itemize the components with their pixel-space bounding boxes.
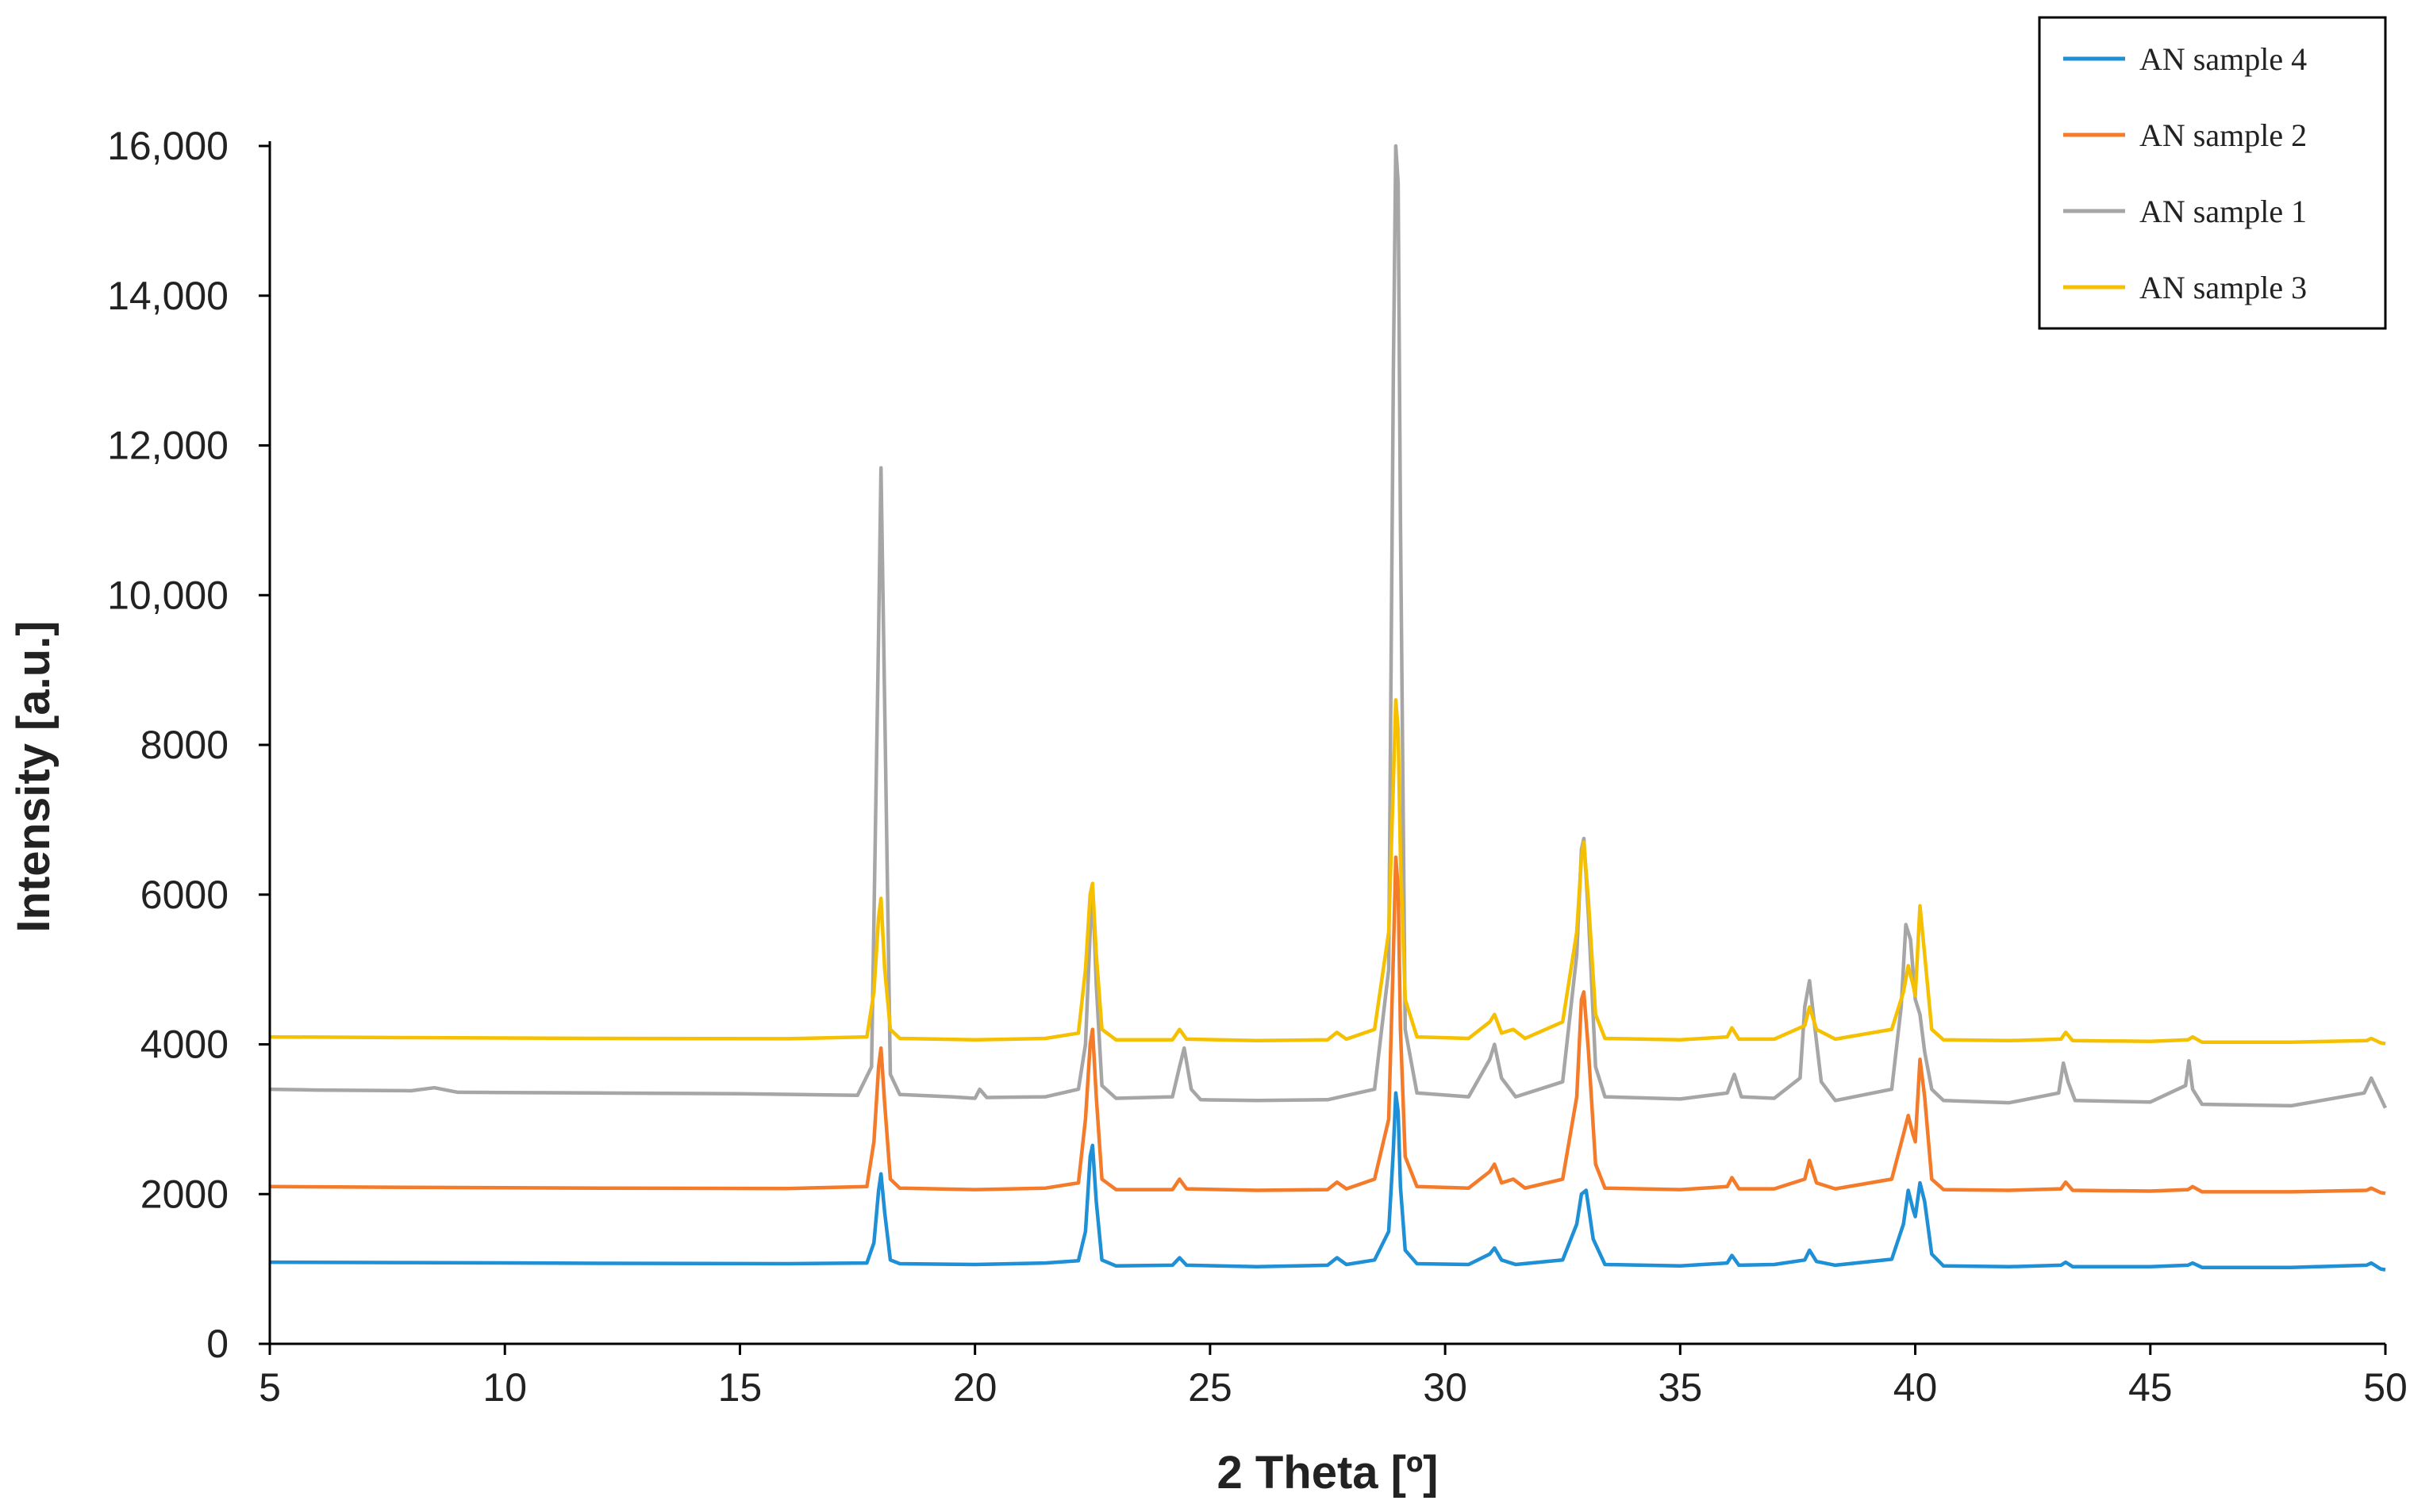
plot-series xyxy=(269,144,2388,1272)
x-tick-label: 10 xyxy=(482,1365,527,1410)
legend-label: AN sample 4 xyxy=(2139,41,2307,77)
legend-label: AN sample 1 xyxy=(2139,194,2307,229)
series-line-an-sample-2 xyxy=(269,855,2386,1195)
y-tick-label: 4000 xyxy=(140,1023,229,1067)
y-tick-label: 8000 xyxy=(140,723,229,767)
legend-label: AN sample 2 xyxy=(2139,117,2307,153)
series-line-an-sample-4 xyxy=(269,1091,2386,1272)
y-tick-label: 12,000 xyxy=(107,424,229,468)
y-tick-label: 16,000 xyxy=(107,124,229,168)
series-line-an-sample-3 xyxy=(269,698,2386,1046)
x-tick-label: 40 xyxy=(1893,1365,1938,1410)
x-tick-label: 35 xyxy=(1659,1365,1703,1410)
y-tick-label: 10,000 xyxy=(107,573,229,617)
legend: AN sample 4 AN sample 2 AN sample 1 AN samp… xyxy=(2038,16,2387,330)
y-tick-label: 6000 xyxy=(140,873,229,917)
x-tick-label: 25 xyxy=(1188,1365,1232,1410)
x-axis-title: 2 Theta [º] xyxy=(1217,1447,1439,1499)
x-tick-label: 50 xyxy=(2363,1365,2408,1410)
y-axis-title: Intensity [a.u.] xyxy=(8,620,60,932)
y-tick-label: 0 xyxy=(206,1322,229,1366)
x-tick-label: 20 xyxy=(953,1365,997,1410)
y-tick-label: 2000 xyxy=(140,1172,229,1216)
y-tick-label: 14,000 xyxy=(107,274,229,318)
legend-label: AN sample 3 xyxy=(2139,270,2307,305)
x-tick-label: 15 xyxy=(718,1365,763,1410)
x-tick-label: 5 xyxy=(259,1365,281,1410)
x-tick-label: 30 xyxy=(1423,1365,1467,1410)
y-axis-ticks: 0 2000 4000 6000 8000 10,000 12,000 14,000 16,00… xyxy=(107,124,270,1366)
x-tick-label: 45 xyxy=(2128,1365,2173,1410)
series-line-an-sample-1 xyxy=(269,144,2388,1109)
x-axis-ticks: 5 10 15 20 25 30 35 40 45 50 xyxy=(259,1344,2408,1410)
legend-box xyxy=(2038,16,2387,330)
